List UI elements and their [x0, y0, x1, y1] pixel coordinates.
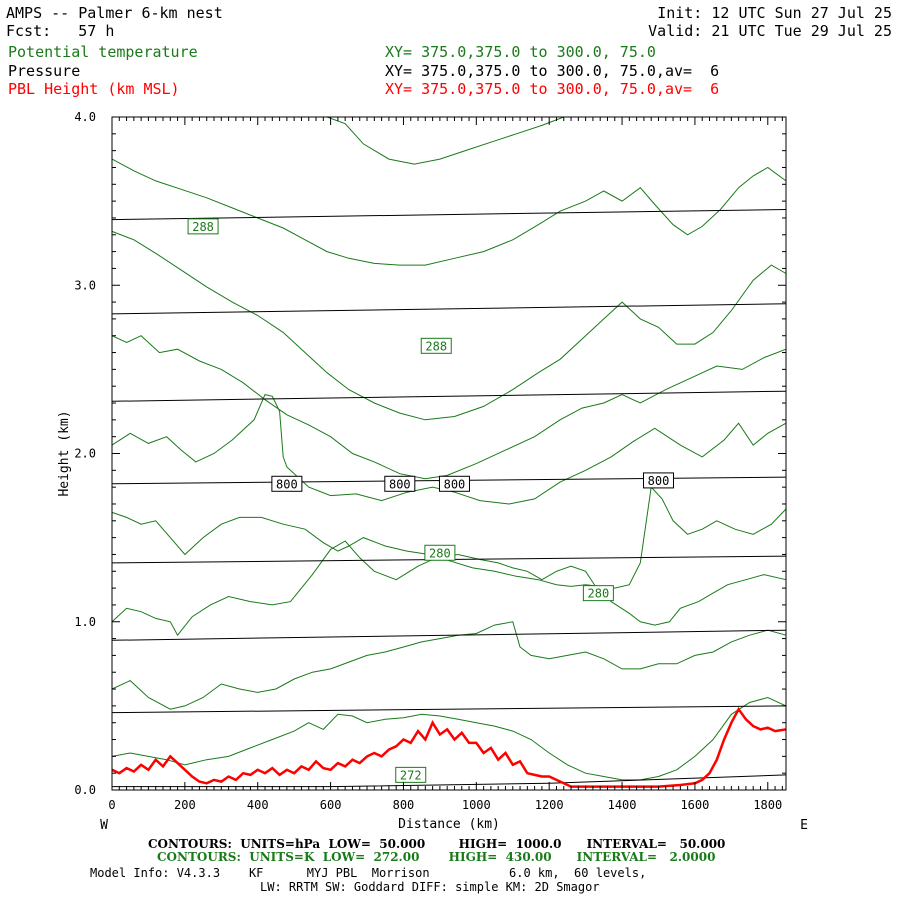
field-pbl-xy: XY= 375.0,375.0 to 300.0, 75.0,av= 6 — [385, 80, 720, 98]
pbl-height-line — [111, 706, 787, 788]
theta-label-1-box — [420, 337, 452, 354]
x-axis-label: Distance (km) — [398, 817, 500, 832]
theta-label-4: 272 — [400, 768, 422, 782]
theta-contour-5 — [111, 485, 787, 589]
theta-label-1: 288 — [425, 339, 447, 353]
theta-contours — [111, 116, 787, 781]
theta-label-0-box — [187, 218, 219, 235]
footer-theta-contours: CONTOURS: UNITS=K LOW= 272.00 HIGH= 430.… — [157, 850, 716, 864]
field-pressure-xy: XY= 375.0,375.0 to 300.0, 75.0,av= 6 — [385, 62, 720, 80]
x-tick-label-6: 1200 — [535, 798, 564, 812]
footer-pressure-contours: CONTOURS: UNITS=hPa LOW= 50.000 HIGH= 10… — [148, 837, 726, 851]
theta-label-3: 280 — [588, 587, 610, 601]
pressure-label-2-box — [438, 475, 470, 492]
field-pbl-name: PBL Height (km MSL) — [8, 80, 180, 98]
field-theta-name: Potential temperature — [8, 43, 198, 61]
x-tick-label-1: 200 — [174, 798, 196, 812]
pressure-label-0: 800 — [276, 477, 298, 491]
pressure-label-1-box — [384, 475, 416, 492]
pressure-label-3: 800 — [648, 474, 670, 488]
pressure-contour-6 — [111, 705, 787, 714]
x-tick-label-8: 1600 — [680, 798, 709, 812]
theta-label-3-box — [582, 585, 614, 602]
forecast-hour: Fcst: 57 h — [6, 22, 115, 40]
footer-physics-info: LW: RRTM SW: Goddard DIFF: simple KM: 2D… — [260, 880, 600, 894]
pressure-label-0-box — [271, 475, 303, 492]
theta-contour-4 — [111, 394, 787, 505]
field-theta-xy: XY= 375.0,375.0 to 300.0, 75.0 — [385, 43, 656, 61]
theta-label-2: 280 — [429, 546, 451, 560]
pressure-contour-5 — [111, 629, 787, 641]
pressure-contours — [111, 209, 787, 788]
x-tick-label-5: 1000 — [462, 798, 491, 812]
x-tick-label-3: 600 — [320, 798, 342, 812]
x-tick-label-9: 1800 — [753, 798, 782, 812]
y-axis-label: Height (km) — [57, 410, 72, 496]
x-tick-label-7: 1400 — [608, 798, 637, 812]
theta-contour-2 — [111, 230, 787, 421]
y-tick-label-1: 1.0 — [74, 615, 96, 629]
field-pressure-name: Pressure — [8, 62, 81, 80]
theta-label-2-box — [424, 544, 456, 561]
pressure-contour-2 — [111, 390, 787, 402]
model-title: AMPS -- Palmer 6-km nest — [6, 4, 223, 22]
pbl-height-series — [111, 706, 787, 788]
theta-label-0: 288 — [192, 220, 214, 234]
y-tick-label-2: 2.0 — [74, 447, 96, 461]
theta-label-4-box — [395, 766, 427, 783]
pressure-label-1: 800 — [389, 477, 411, 491]
theta-contour-6 — [111, 540, 787, 637]
theta-contour-8 — [111, 696, 787, 781]
pressure-contour-1 — [111, 303, 787, 315]
pressure-contour-0 — [111, 209, 787, 221]
x-tick-label-0: 0 — [108, 798, 115, 812]
y-tick-label-4: 4.0 — [74, 110, 96, 124]
valid-time: Valid: 21 UTC Tue 29 Jul 25 — [648, 22, 892, 40]
contour-labels: 800 800 800 800 288 288 280 280 272 — [187, 218, 674, 783]
init-time: Init: 12 UTC Sun 27 Jul 25 — [657, 4, 892, 22]
x-tick-label-2: 400 — [247, 798, 269, 812]
y-tick-label-3: 3.0 — [74, 278, 96, 292]
y-tick-label-0: 0.0 — [74, 783, 96, 797]
east-end-label: E — [800, 818, 808, 833]
pressure-label-3-box — [642, 472, 674, 489]
footer-model-info: Model Info: V4.3.3 KF MYJ PBL Morrison 6… — [90, 866, 647, 880]
theta-contour-0 — [112, 116, 604, 165]
axes: 0 200 400 600 800 1000 1200 1400 1600 1800 0.0 1.0 2… — [74, 110, 786, 812]
pressure-label-2: 800 — [444, 477, 466, 491]
x-tick-label-4: 800 — [393, 798, 415, 812]
west-end-label: W — [100, 818, 108, 833]
theta-contour-1 — [111, 158, 787, 266]
theta-contour-3 — [111, 335, 787, 480]
